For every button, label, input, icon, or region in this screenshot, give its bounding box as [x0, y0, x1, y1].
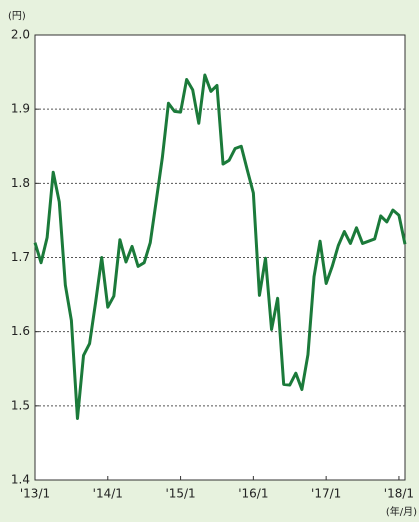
- x-tick-label: '15/1: [165, 487, 195, 501]
- y-tick-label: 1.6: [11, 324, 30, 338]
- y-tick-label: 1.7: [11, 250, 30, 264]
- x-tick-label: '16/1: [238, 487, 268, 501]
- x-tick-label: '18/1: [384, 487, 414, 501]
- y-tick-label: 2.0: [11, 28, 30, 42]
- x-tick-label: '17/1: [311, 487, 341, 501]
- y-unit: (円): [8, 11, 26, 22]
- line-series: [33, 73, 407, 420]
- x-tick-label: '13/1: [20, 487, 50, 501]
- y-tick-label: 1.8: [11, 176, 30, 190]
- y-tick-label: 1.5: [11, 398, 30, 412]
- y-tick-label: 1.9: [11, 102, 30, 116]
- x-unit: (年/月): [386, 505, 417, 518]
- x-tick-label: '14/1: [93, 487, 123, 501]
- y-tick-label: 1.4: [11, 473, 30, 487]
